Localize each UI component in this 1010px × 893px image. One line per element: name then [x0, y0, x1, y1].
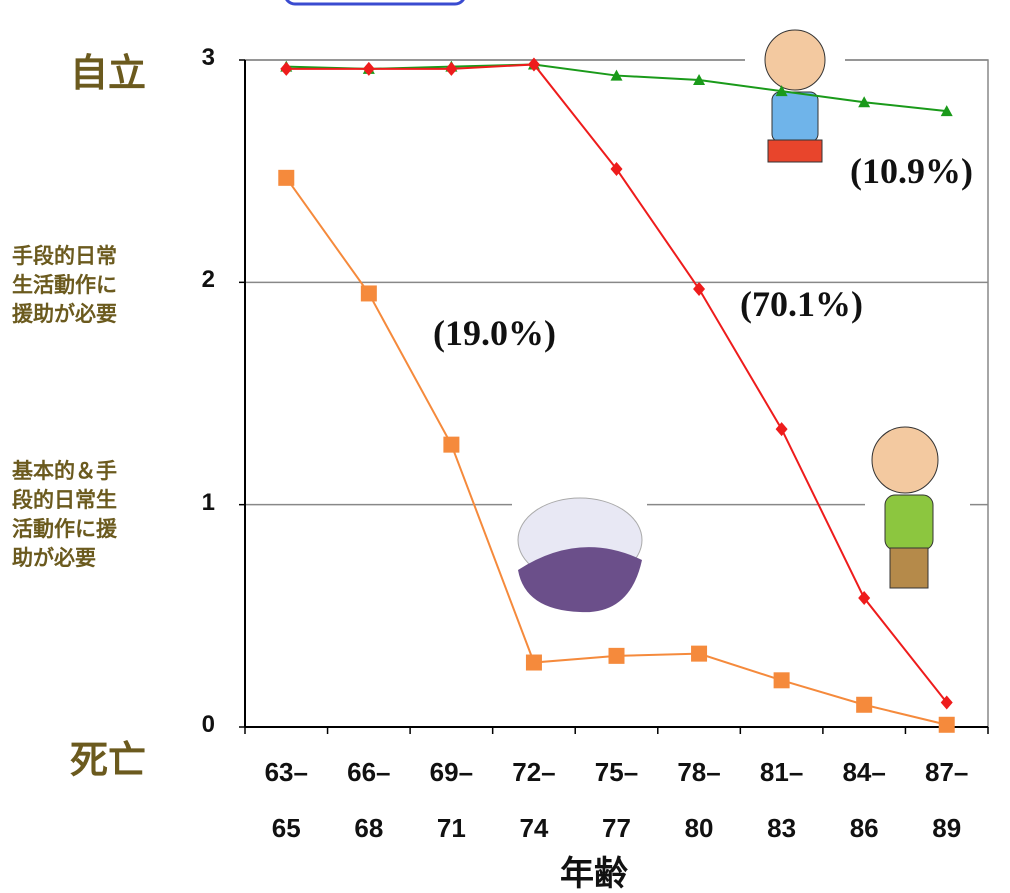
marker — [775, 422, 788, 437]
series-label: (19.0%) — [433, 313, 556, 353]
marker — [360, 285, 377, 302]
level-label: 手段的日常 生活動作に 援助が必要 — [12, 244, 117, 327]
marker — [938, 716, 955, 733]
marker — [693, 282, 706, 297]
marker — [691, 645, 708, 662]
y-tick-label: 0 — [201, 711, 215, 738]
level-label: 死亡 — [70, 738, 147, 782]
x-tick-label: 81– 83 — [759, 757, 804, 843]
x-axis-title: 年齢 — [560, 856, 628, 893]
x-tick-label: 66– 68 — [347, 757, 391, 843]
y-tick-label: 3 — [201, 44, 215, 71]
level-label: 自立 — [70, 51, 147, 95]
marker — [940, 105, 953, 117]
marker — [773, 672, 790, 689]
illustration — [767, 139, 823, 163]
marker — [693, 74, 706, 86]
marker — [527, 57, 540, 72]
y-tick-label: 1 — [201, 488, 215, 516]
marker — [610, 69, 623, 81]
marker — [445, 61, 458, 76]
marker — [608, 647, 625, 664]
illustration — [889, 547, 929, 589]
marker — [858, 96, 871, 108]
illustration — [518, 547, 642, 613]
x-tick-label: 78– 80 — [677, 757, 721, 843]
x-tick-label: 87– 89 — [925, 757, 969, 843]
series-label: (70.1%) — [740, 284, 863, 324]
x-tick-label: 84– 86 — [842, 757, 886, 843]
x-tick-label: 69– 71 — [429, 757, 474, 843]
illustration — [771, 91, 819, 143]
marker — [280, 61, 293, 76]
marker — [775, 85, 788, 97]
marker — [278, 169, 295, 186]
illustration — [764, 29, 826, 91]
marker — [610, 161, 623, 176]
x-tick-label: 72– 74 — [512, 757, 556, 843]
level-label: 基本的＆手 段的日常生 活動作に援 助が必要 — [12, 458, 117, 570]
series-label: (10.9%) — [850, 151, 973, 191]
marker — [858, 591, 871, 606]
decoration — [285, 0, 465, 6]
illustration — [871, 426, 939, 494]
marker — [525, 654, 542, 671]
marker — [856, 696, 873, 713]
series-line — [285, 177, 947, 726]
marker — [443, 436, 460, 453]
marker — [362, 61, 375, 76]
y-tick-label: 2 — [201, 266, 215, 294]
illustration — [884, 494, 934, 551]
x-tick-label: 75– 77 — [594, 757, 639, 843]
x-tick-label: 63– 65 — [264, 757, 308, 843]
marker — [940, 695, 953, 710]
